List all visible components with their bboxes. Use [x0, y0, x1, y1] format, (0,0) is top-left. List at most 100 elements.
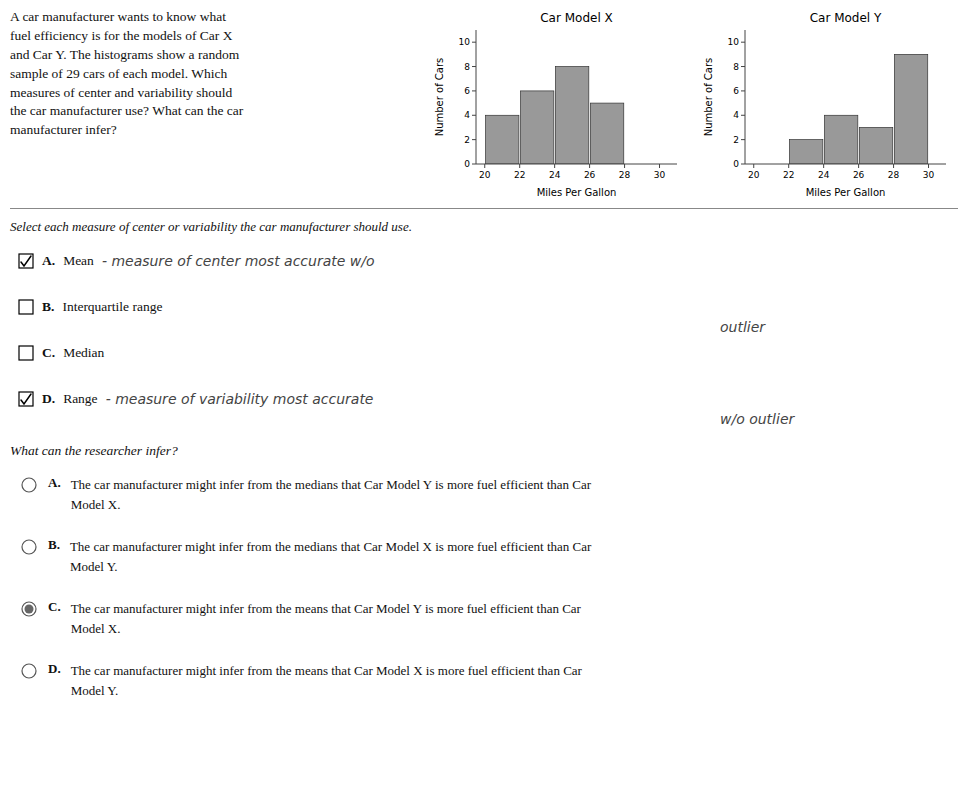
y-tick	[741, 42, 745, 43]
measure-option-line: D.Range- measure of variability most acc…	[10, 391, 958, 407]
y-tick	[741, 66, 745, 67]
measure-option-line: C. Median	[10, 345, 958, 361]
option-label: D.	[48, 661, 61, 677]
option-label: A.	[42, 253, 55, 269]
chart-title: Car Model Y	[810, 11, 882, 25]
option-label: C.	[42, 345, 55, 361]
x-tick-label: 26	[584, 170, 596, 180]
x-tick-label: 24	[818, 170, 830, 180]
y-axis-line	[745, 30, 746, 164]
checkbox-box	[19, 346, 33, 360]
infer-option: D. The car manufacturer might infer from …	[10, 661, 958, 723]
radio-dot	[25, 605, 34, 614]
x-tick-label: 28	[619, 170, 631, 180]
x-tick	[823, 164, 824, 168]
y-tick	[741, 115, 745, 116]
x-tick-label: 20	[479, 170, 491, 180]
option-text: The car manufacturer might infer from th…	[70, 537, 610, 576]
y-tick	[741, 164, 745, 165]
y-tick-label: 8	[464, 62, 470, 72]
measure-option-line: A.Mean- measure of center most accurate …	[10, 253, 958, 269]
histogram-chart: Car Model X2022242628300246810Miles Per …	[432, 8, 687, 202]
checkbox-box	[19, 254, 33, 268]
handwritten-note: - measure of variability most accurate	[106, 391, 374, 407]
y-axis-line	[476, 30, 477, 164]
y-tick-label: 4	[733, 110, 739, 120]
x-axis-line	[745, 164, 946, 165]
checkbox-box	[19, 300, 33, 314]
bottom-section: Select each measure of center or variabi…	[0, 209, 968, 723]
bar	[486, 115, 519, 164]
select-line: Select each measure of center or variabi…	[10, 219, 958, 235]
x-tick	[624, 164, 625, 168]
checkmark	[21, 256, 31, 266]
radio-button	[20, 476, 38, 494]
x-axis-line	[476, 164, 677, 165]
option-label: B.	[48, 537, 60, 553]
x-tick-label: 20	[748, 170, 760, 180]
bar	[894, 54, 927, 164]
y-axis-label: Number of Cars	[434, 58, 445, 137]
x-axis-label: Miles Per Gallon	[537, 187, 617, 198]
y-tick-label: 0	[464, 159, 470, 169]
radio-outline	[22, 478, 36, 492]
infer-option: A.The car manufacturer might infer from …	[10, 475, 958, 537]
x-tick	[788, 164, 789, 168]
y-tick-label: 4	[464, 110, 470, 120]
y-tick	[472, 42, 476, 43]
bar	[824, 115, 857, 164]
handwritten-note: - measure of center most accurate w/o	[102, 253, 375, 269]
checkbox	[18, 253, 34, 269]
y-tick-label: 2	[464, 135, 470, 145]
chart-title: Car Model X	[540, 11, 613, 25]
radio-outline	[22, 664, 36, 678]
infer-option: B. The car manufacturer might infer from …	[10, 537, 958, 599]
radio-button	[20, 600, 38, 618]
checkbox	[18, 391, 34, 407]
x-tick-label: 30	[654, 170, 666, 180]
top-section: A car manufacturer wants to know what fu…	[0, 0, 968, 206]
y-axis-label: Number of Cars	[703, 58, 714, 137]
y-tick-label: 8	[733, 62, 739, 72]
option-text: Range	[63, 391, 98, 407]
x-tick	[893, 164, 894, 168]
y-tick	[472, 66, 476, 67]
bar	[789, 140, 822, 164]
option-text: The car manufacturer might infer from th…	[71, 661, 611, 700]
x-tick	[554, 164, 555, 168]
infer-option: C.The car manufacturer might infer from …	[10, 599, 958, 661]
y-tick-label: 2	[733, 135, 739, 145]
y-tick-label: 10	[728, 37, 740, 47]
checkmark	[21, 394, 31, 404]
divider	[10, 208, 958, 209]
checkbox	[18, 299, 34, 315]
x-tick-label: 24	[549, 170, 561, 180]
intro-text: A car manufacturer wants to know what fu…	[10, 8, 420, 206]
option-label: C.	[48, 599, 61, 615]
option-text: Median	[63, 345, 104, 361]
x-axis-label: Miles Per Gallon	[806, 187, 886, 198]
checkbox-box	[19, 392, 33, 406]
histogram-chart: Car Model Y2022242628300246810Miles Per …	[701, 8, 956, 202]
histograms: Car Model X2022242628300246810Miles Per …	[432, 8, 956, 206]
x-tick	[589, 164, 590, 168]
x-tick-label: 28	[888, 170, 900, 180]
y-tick	[472, 115, 476, 116]
bar	[590, 103, 623, 164]
x-tick	[659, 164, 660, 168]
measure-option: C. Median	[10, 345, 958, 391]
y-tick	[472, 139, 476, 140]
handwritten-note: w/o outlier	[10, 411, 958, 427]
x-tick	[928, 164, 929, 168]
y-tick-label: 6	[464, 86, 470, 96]
y-tick	[472, 164, 476, 165]
checkbox	[18, 345, 34, 361]
y-tick	[741, 90, 745, 91]
bars	[486, 67, 624, 164]
x-tick-label: 30	[923, 170, 935, 180]
measure-option: B.Interquartile rangeoutlier	[10, 299, 958, 345]
y-tick-label: 0	[733, 159, 739, 169]
handwritten-note: outlier	[10, 319, 958, 335]
y-tick-label: 6	[733, 86, 739, 96]
x-tick	[753, 164, 754, 168]
